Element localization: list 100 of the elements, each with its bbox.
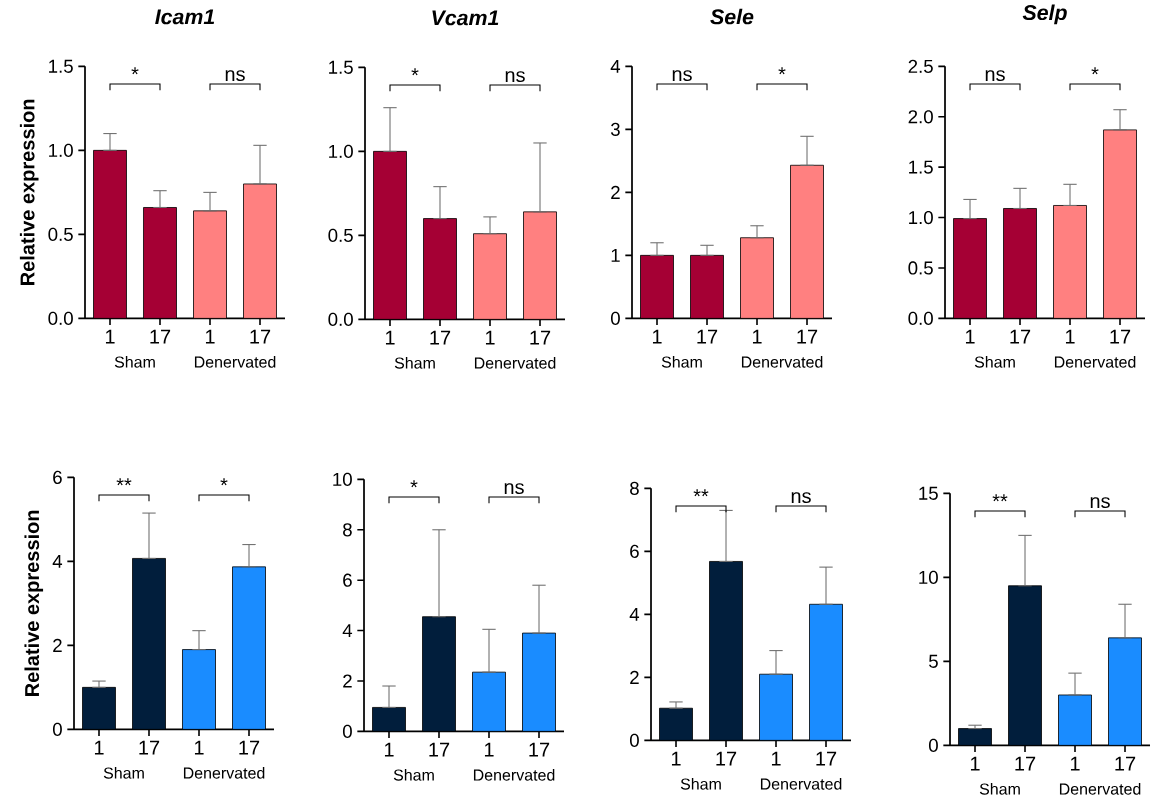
x-tick-label: 1 (1065, 329, 1075, 344)
y-tick-label: 1 (611, 248, 620, 262)
y-tick-label: 1.0 (329, 144, 353, 158)
text: Denervated (760, 777, 842, 790)
text: Sham (979, 782, 1020, 795)
y-tick-label: 2 (630, 670, 639, 684)
text: Denervated (473, 768, 555, 781)
x-tick-label: 1 (485, 330, 495, 345)
y-tick-label: 15 (919, 486, 938, 500)
annotation: ns (505, 70, 525, 82)
x-tick-label: 17 (139, 740, 160, 755)
y-tick-label: 3 (610, 122, 620, 136)
y-tick-label: 10 (919, 570, 938, 584)
annotation: * (410, 480, 418, 488)
y-tick-label: 0.0 (48, 311, 73, 325)
chart-title: Icam1 (155, 9, 215, 25)
text: Sham (114, 355, 155, 368)
chart-title: Selp (1022, 4, 1067, 25)
x-tick-label: 17 (529, 742, 550, 757)
x-tick-label: 1 (965, 329, 975, 344)
y-tick-label: 0 (610, 311, 620, 325)
x-tick-label: 17 (816, 751, 837, 766)
y-tick-label: 0.5 (328, 228, 353, 242)
y-tick-label: 4 (342, 623, 353, 637)
x-tick-label: 17 (250, 329, 271, 344)
x-tick-label: 17 (716, 751, 737, 766)
annotation: ns (1090, 496, 1110, 508)
y-tick-label: 0.0 (328, 312, 353, 326)
y-tick-label: 8 (630, 481, 639, 495)
y-tick-label: 6 (53, 470, 62, 484)
text: Sham (974, 355, 1015, 368)
text: Denervated (741, 355, 823, 368)
annotation: ns (985, 69, 1005, 81)
annotation: * (1091, 67, 1099, 75)
y-tick-label: 1.5 (329, 60, 353, 74)
x-tick-label: 17 (430, 330, 451, 345)
y-tick-label: 0.0 (908, 311, 933, 325)
x-tick-label: 1 (384, 742, 394, 757)
y-tick-label: 1.5 (909, 160, 933, 174)
y-tick-label: 4 (610, 59, 621, 73)
annotation: ns (791, 491, 811, 503)
y-tick-label: 1.0 (909, 210, 933, 224)
y-tick-label: 0 (629, 733, 639, 747)
y-tick-label: 2 (611, 185, 620, 199)
x-tick-label: 1 (1070, 756, 1080, 771)
y-tick-label: 8 (343, 522, 352, 537)
annotation: ** (116, 478, 132, 486)
text: Sham (103, 766, 144, 779)
y-tick-label: 2.0 (908, 109, 933, 124)
annotation: ns (672, 69, 692, 81)
y-tick-label: 10 (333, 472, 352, 486)
y-tick-label: 0 (342, 724, 352, 738)
x-tick-label: 17 (697, 329, 718, 344)
annotation: ** (992, 494, 1008, 502)
y-tick-label: 6 (630, 544, 639, 558)
x-tick-label: 17 (1110, 329, 1131, 344)
y-tick-label: 1.5 (49, 59, 73, 73)
annotation: * (411, 68, 419, 76)
y-axis-title: Relative expression (19, 99, 39, 285)
x-tick-label: 1 (205, 329, 215, 344)
y-axis-title: Relative expression (24, 510, 44, 696)
annotation: * (778, 67, 786, 75)
y-tick-label: 2.5 (908, 59, 933, 73)
text: Denervated (474, 356, 556, 369)
x-tick-label: 1 (652, 329, 662, 344)
y-tick-label: 0 (52, 722, 62, 736)
x-tick-label: 1 (194, 740, 204, 755)
x-tick-label: 17 (1115, 756, 1136, 771)
y-tick-label: 1.0 (49, 143, 73, 157)
y-tick-label: 6 (343, 573, 352, 587)
text: Denervated (1059, 782, 1141, 795)
x-tick-label: 17 (797, 329, 818, 344)
x-tick-label: 1 (484, 742, 494, 757)
y-tick-label: 0 (928, 738, 938, 752)
x-tick-label: 1 (94, 740, 104, 755)
x-tick-label: 1 (671, 751, 681, 766)
x-tick-label: 17 (1015, 756, 1036, 771)
x-tick-label: 17 (239, 740, 260, 755)
text: Denervated (194, 355, 276, 368)
y-tick-label: 4 (629, 607, 640, 621)
x-tick-label: 17 (530, 330, 551, 345)
text: Sham (661, 355, 702, 368)
x-tick-label: 1 (385, 330, 395, 345)
x-tick-label: 17 (150, 329, 171, 344)
y-tick-label: 2 (53, 638, 62, 652)
y-tick-label: 2 (343, 674, 352, 688)
text: Denervated (1054, 355, 1136, 368)
chart-title: Vcam1 (432, 10, 499, 26)
y-tick-label: 5 (929, 654, 938, 668)
y-tick-label: 4 (52, 554, 63, 568)
chart-title: Sele (710, 8, 754, 25)
text: Sham (680, 777, 721, 790)
x-tick-label: 17 (429, 742, 450, 757)
text: Denervated (183, 766, 265, 779)
x-tick-label: 1 (105, 329, 115, 344)
text: Sham (393, 768, 434, 781)
y-tick-label: 0.5 (908, 261, 933, 275)
x-tick-label: 17 (1010, 329, 1031, 344)
annotation: ns (504, 482, 524, 494)
text: Sham (394, 356, 435, 369)
